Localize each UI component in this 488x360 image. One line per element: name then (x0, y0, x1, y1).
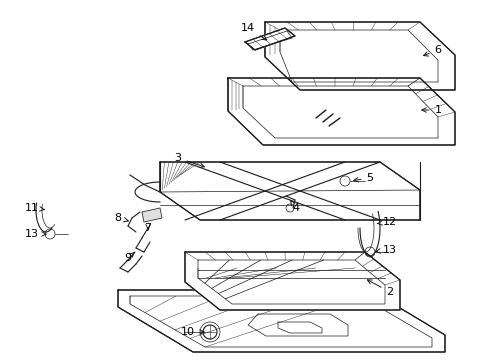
Polygon shape (244, 28, 294, 50)
Text: 4: 4 (289, 200, 299, 213)
Text: 10: 10 (181, 327, 203, 337)
Text: 7: 7 (144, 223, 151, 233)
Text: 6: 6 (423, 45, 441, 56)
Text: 9: 9 (124, 252, 134, 263)
Text: 3: 3 (174, 153, 204, 167)
Polygon shape (184, 252, 399, 310)
Polygon shape (227, 78, 454, 145)
Polygon shape (118, 290, 444, 352)
Text: 5: 5 (353, 173, 373, 183)
Polygon shape (264, 22, 454, 90)
Text: 13: 13 (25, 229, 46, 239)
Text: 14: 14 (241, 23, 266, 40)
Text: 12: 12 (377, 217, 396, 227)
Polygon shape (160, 162, 419, 220)
Text: 13: 13 (375, 245, 396, 255)
Text: 11: 11 (25, 203, 44, 213)
Text: 1: 1 (421, 105, 441, 115)
Polygon shape (142, 208, 162, 222)
Text: 8: 8 (114, 213, 128, 223)
Text: 2: 2 (366, 280, 393, 297)
